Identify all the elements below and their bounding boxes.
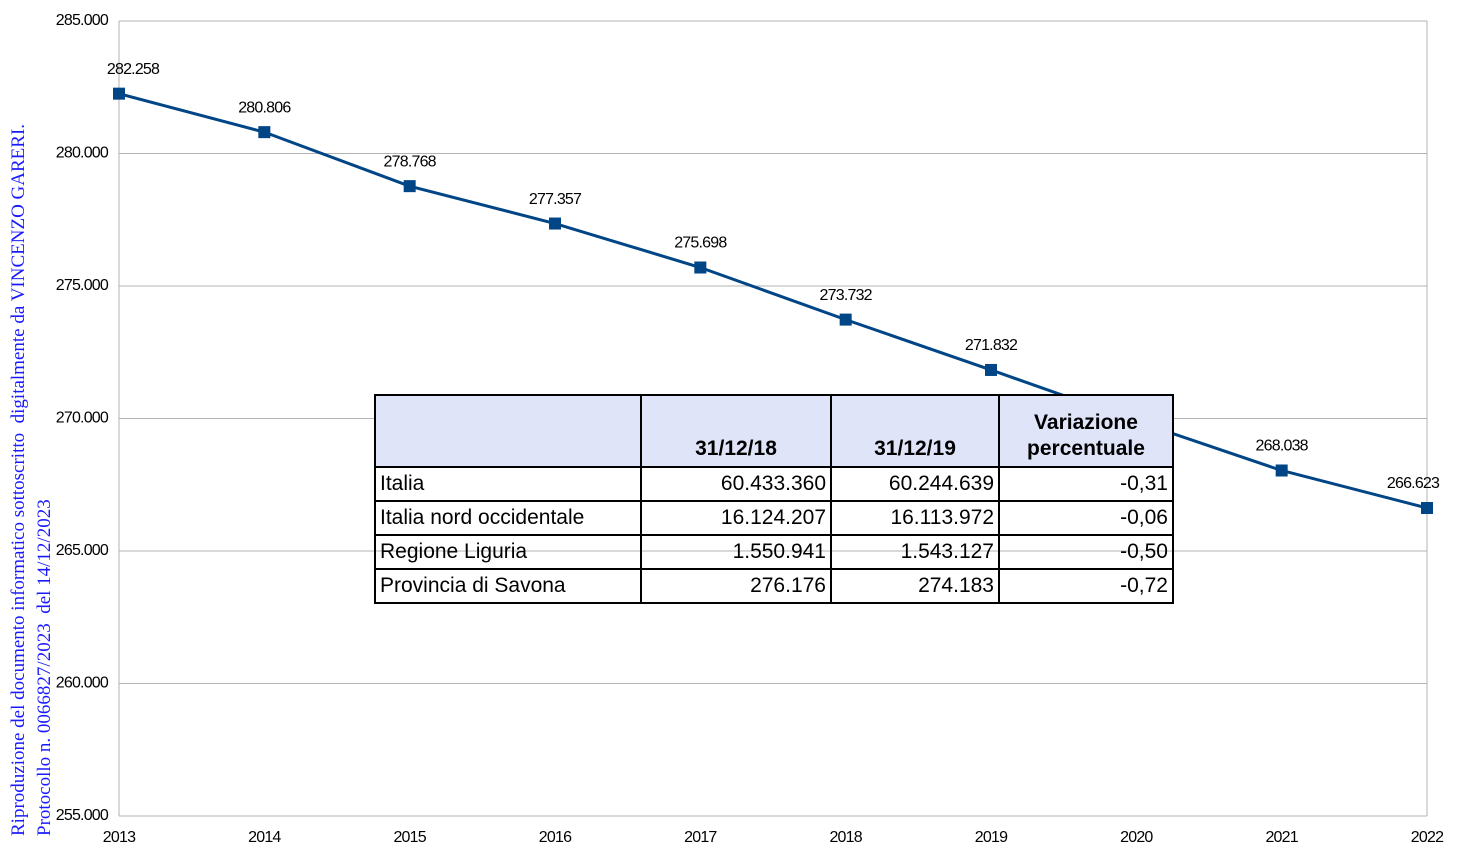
data-label: 268.038 [1256, 438, 1309, 455]
data-line [118, 92, 1428, 510]
data-label: 273.732 [820, 287, 873, 304]
data-point [985, 363, 997, 376]
table-cell: -0,72 [998, 568, 1174, 604]
table-cell: 1.543.127 [830, 534, 1000, 570]
data-label: 277.357 [529, 191, 582, 208]
data-table: 31/12/18 31/12/19 Variazione percentuale… [374, 394, 1174, 604]
y-tick-label: 255.000 [56, 807, 109, 824]
table-row: Italia 60.433.360 60.244.639 -0,31 [374, 466, 1174, 502]
x-tick-label: 2013 [103, 829, 136, 846]
table-header: 31/12/18 31/12/19 Variazione percentuale [374, 394, 1174, 468]
table-row: Provincia di Savona 276.176 274.183 -0,72 [374, 568, 1174, 604]
header-cell: 31/12/19 [830, 394, 1000, 468]
watermark: Protocollo n. 0066827/2023 del 14/12/202… [34, 499, 55, 836]
table-cell: Italia [374, 466, 642, 502]
table-row: Regione Liguria 1.550.941 1.543.127 -0,50 [374, 534, 1174, 570]
table-cell: -0,50 [998, 534, 1174, 570]
data-point [839, 313, 852, 326]
data-point [694, 261, 707, 274]
x-tick-label: 2014 [248, 829, 281, 846]
y-tick-label: 280.000 [56, 145, 109, 162]
header-cell: 31/12/18 [640, 394, 832, 468]
x-tick-label: 2021 [1265, 829, 1298, 846]
x-tick-label: 2018 [829, 829, 862, 846]
table-cell: 60.433.360 [640, 466, 832, 502]
table-cell: 16.124.207 [640, 500, 832, 536]
table-cell: 16.113.972 [830, 500, 1000, 536]
table-cell: 60.244.639 [830, 466, 1000, 502]
data-point [258, 126, 271, 139]
watermark: Riproduzione del documento informatico s… [8, 123, 29, 836]
x-tick-label: 2017 [684, 829, 717, 846]
y-tick-label: 260.000 [56, 675, 109, 692]
x-tick-label: 2022 [1411, 829, 1444, 846]
header-cell [374, 394, 642, 468]
data-point [1421, 501, 1433, 514]
y-tick-label: 270.000 [56, 410, 109, 427]
x-tick-label: 2019 [975, 829, 1008, 846]
y-tick-label: 275.000 [56, 277, 109, 294]
table-cell: 276.176 [640, 568, 832, 604]
table-cell: Regione Liguria [374, 534, 642, 570]
header-cell: Variazione percentuale [998, 394, 1174, 468]
table-cell: Italia nord occidentale [374, 500, 642, 536]
table-cell: Provincia di Savona [374, 568, 642, 604]
data-point [403, 180, 416, 193]
data-label: 280.806 [238, 99, 291, 116]
data-label: 266.623 [1387, 475, 1440, 492]
data-label: 278.768 [384, 153, 437, 170]
table-cell: 1.550.941 [640, 534, 832, 570]
y-tick-label: 265.000 [56, 542, 109, 559]
y-tick-label: 285.000 [56, 12, 109, 29]
table-cell: 274.183 [830, 568, 1000, 604]
data-label: 275.698 [674, 235, 727, 252]
table-cell: -0,06 [998, 500, 1174, 536]
x-tick-label: 2015 [393, 829, 426, 846]
data-point [549, 217, 561, 230]
table-row: Italia nord occidentale 16.124.207 16.113.… [374, 500, 1174, 536]
x-tick-label: 2020 [1120, 829, 1153, 846]
table-cell: -0,31 [998, 466, 1174, 502]
data-label: 282.258 [107, 61, 160, 78]
data-point [1275, 464, 1288, 477]
x-tick-label: 2016 [539, 829, 572, 846]
data-point [113, 87, 125, 100]
data-label: 271.832 [965, 337, 1018, 354]
